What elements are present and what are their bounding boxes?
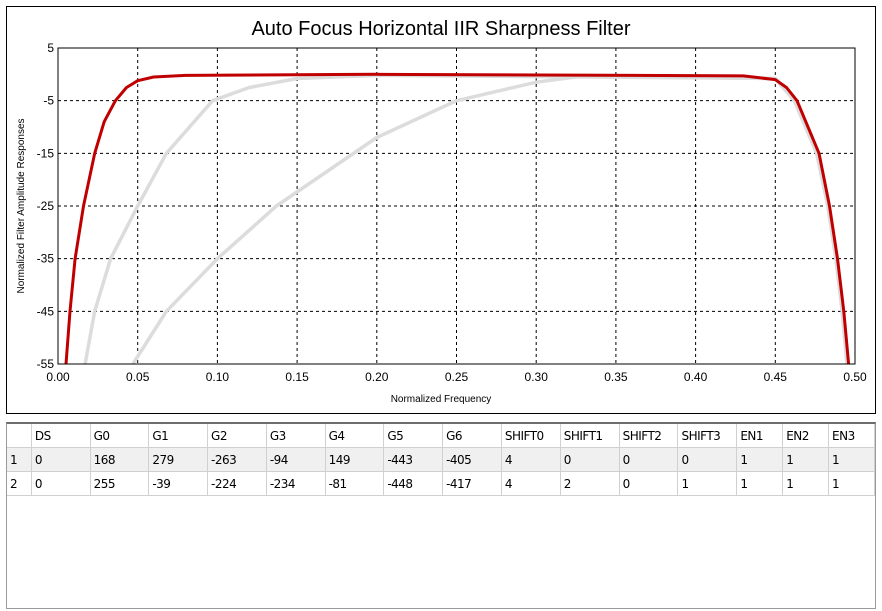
table-cell[interactable]: 0 [619, 447, 679, 472]
table-cell[interactable]: 0 [31, 471, 91, 496]
column-header[interactable]: G3 [266, 424, 326, 448]
y-axis-label: Normalized Filter Amplitude Responses [16, 118, 27, 293]
filter-response-chart: Auto Focus Horizontal IIR Sharpness Filt… [16, 18, 867, 405]
table-cell[interactable]: 1 [782, 471, 830, 496]
table-cell[interactable]: 149 [325, 447, 385, 472]
table-row[interactable]: 1 0 168 279 -263 -94 149 -443 -405 4 0 0 0 1 1 1 [7, 447, 875, 472]
table-cell[interactable]: -94 [266, 447, 326, 472]
x-axis-label: Normalized Frequency [391, 394, 492, 405]
table-cell[interactable]: 1 [677, 471, 738, 496]
column-header[interactable]: G2 [207, 424, 267, 448]
y-tick-label: -15 [37, 146, 55, 160]
plot-area-border [57, 47, 856, 365]
table-cell[interactable]: 0 [619, 471, 679, 496]
table-cell[interactable]: 2 [560, 471, 620, 496]
column-header[interactable]: G5 [383, 424, 444, 448]
table-cell[interactable]: -234 [266, 471, 326, 496]
column-header[interactable]: DS [31, 424, 91, 448]
table-cell[interactable]: -224 [207, 471, 267, 496]
x-tick-label: 0.00 [46, 370, 70, 384]
column-header[interactable]: SHIFT1 [560, 424, 620, 448]
table-row[interactable]: 2 0 255 -39 -224 -234 -81 -448 -417 4 2 0 1 1 1 1 [7, 471, 875, 496]
series-line-response-2-gray [131, 74, 849, 365]
table-cell[interactable]: 168 [90, 447, 150, 472]
table-cell[interactable]: 1 [736, 471, 784, 496]
x-tick-label: 0.45 [764, 370, 788, 384]
column-header[interactable]: SHIFT2 [619, 424, 679, 448]
table-cell[interactable]: 1 [828, 447, 875, 472]
table-cell[interactable]: 255 [90, 471, 150, 496]
table-cell[interactable]: -263 [207, 447, 267, 472]
chart-panel: Auto Focus Horizontal IIR Sharpness Filt… [6, 6, 876, 414]
table-cell[interactable]: 1 [736, 447, 784, 472]
coefficient-table: DS G0 G1 G2 G3 G4 G5 G6 SHIFT0 SHIFT1 SHIFT2 SHIFT3… [7, 424, 875, 496]
column-header[interactable]: SHIFT0 [501, 424, 561, 448]
table-cell[interactable]: -81 [325, 471, 385, 496]
column-header[interactable]: EN2 [782, 424, 830, 448]
x-tick-label: 0.50 [843, 370, 867, 384]
table-cell[interactable]: 1 [782, 447, 830, 472]
column-header[interactable]: EN3 [828, 424, 875, 448]
table-cell[interactable]: -448 [383, 471, 444, 496]
column-header[interactable]: EN1 [736, 424, 784, 448]
row-header[interactable]: 1 [7, 447, 32, 472]
x-tick-label: 0.30 [525, 370, 549, 384]
y-tick-label: -5 [43, 94, 54, 108]
table-cell[interactable]: 279 [148, 447, 209, 472]
x-tick-label: 0.15 [285, 370, 309, 384]
x-tick-label: 0.20 [365, 370, 389, 384]
table-header-row: DS G0 G1 G2 G3 G4 G5 G6 SHIFT0 SHIFT1 SHIFT2 SHIFT3… [7, 424, 875, 448]
y-tick-label: -55 [37, 357, 55, 371]
column-header[interactable]: G4 [325, 424, 385, 448]
x-tick-label: 0.25 [445, 370, 469, 384]
column-header[interactable]: SHIFT3 [677, 424, 738, 448]
x-tick-label: 0.35 [604, 370, 628, 384]
x-tick-label: 0.10 [206, 370, 230, 384]
table-cell[interactable]: -417 [442, 471, 502, 496]
table-cell[interactable]: -405 [442, 447, 502, 472]
y-tick-label: -45 [37, 304, 55, 318]
y-tick-label: 5 [47, 41, 54, 55]
x-tick-label: 0.40 [684, 370, 708, 384]
row-header-corner[interactable] [7, 424, 32, 448]
table-cell[interactable]: 0 [31, 447, 91, 472]
column-header[interactable]: G6 [442, 424, 502, 448]
table-cell[interactable]: -39 [148, 471, 209, 496]
series-line-response-selected-red [64, 72, 851, 365]
table-cell[interactable]: 4 [501, 471, 561, 496]
y-tick-label: -35 [37, 252, 55, 266]
series-line-response-1-gray [83, 73, 849, 365]
chart-title: Auto Focus Horizontal IIR Sharpness Filt… [251, 18, 630, 40]
table-cell[interactable]: -443 [383, 447, 444, 472]
y-tick-label: -25 [37, 199, 55, 213]
column-header[interactable]: G0 [90, 424, 150, 448]
table-cell[interactable]: 0 [560, 447, 620, 472]
column-header[interactable]: G1 [148, 424, 209, 448]
table-cell[interactable]: 1 [828, 471, 875, 496]
coefficient-table-panel: DS G0 G1 G2 G3 G4 G5 G6 SHIFT0 SHIFT1 SHIFT2 SHIFT3… [6, 422, 876, 609]
x-tick-label: 0.05 [126, 370, 150, 384]
table-cell[interactable]: 4 [501, 447, 561, 472]
table-cell[interactable]: 0 [677, 447, 738, 472]
row-header[interactable]: 2 [7, 471, 32, 496]
